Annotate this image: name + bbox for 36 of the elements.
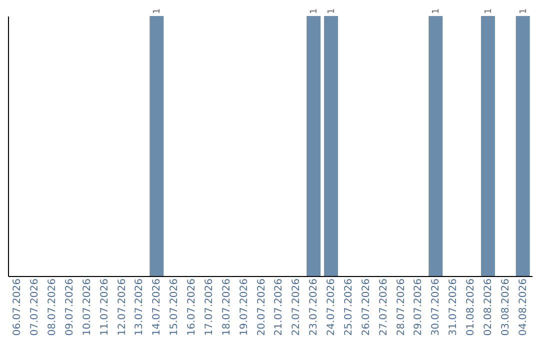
- x-tick-label: 06.07.2026: [12, 278, 24, 336]
- x-tick-label: 04.08.2026: [518, 278, 529, 336]
- x-tick-label: 27.07.2026: [378, 278, 390, 336]
- x-tick-label: 01.08.2026: [466, 278, 477, 336]
- x-tick-label: 29.07.2026: [413, 278, 424, 336]
- x-tick-label: 07.07.2026: [30, 278, 41, 336]
- x-tick-label: 31.07.2026: [448, 278, 460, 336]
- x-tick-label: 15.07.2026: [169, 278, 180, 336]
- x-tick-label: 02.08.2026: [482, 278, 494, 336]
- data-label: 1: [432, 8, 442, 14]
- x-tick-label: 14.07.2026: [152, 278, 163, 336]
- data-label: 1: [518, 8, 529, 14]
- x-tick-label: 03.08.2026: [500, 278, 512, 336]
- x-tick-label: 26.07.2026: [360, 278, 372, 336]
- x-tick-label: 28.07.2026: [396, 278, 407, 336]
- x-tick-label: 23.07.2026: [308, 278, 320, 336]
- x-tick-label: 17.07.2026: [204, 278, 215, 336]
- x-tick-label: 19.07.2026: [238, 278, 250, 336]
- x-tick-label: 11.07.2026: [99, 278, 110, 336]
- x-tick-label: 22.07.2026: [291, 278, 302, 336]
- x-tick-label: 13.07.2026: [134, 278, 146, 336]
- data-label: 1: [152, 8, 163, 14]
- x-tick-label: 30.07.2026: [430, 278, 442, 336]
- x-tick-label: 10.07.2026: [82, 278, 93, 336]
- x-tick-label: 16.07.2026: [186, 278, 198, 336]
- data-label: 1: [484, 8, 494, 14]
- data-label: 1: [327, 8, 338, 14]
- x-tick-label: 12.07.2026: [116, 278, 128, 336]
- x-tick-label: 25.07.2026: [343, 278, 354, 336]
- x-tick-label: 09.07.2026: [64, 278, 76, 336]
- data-label: 1: [310, 8, 320, 14]
- x-tick-label: 24.07.2026: [326, 278, 338, 336]
- x-tick-label: 21.07.2026: [274, 278, 285, 336]
- x-tick-label: 20.07.2026: [256, 278, 268, 336]
- x-tick-label: 18.07.2026: [221, 278, 232, 336]
- x-tick-label: 08.07.2026: [47, 278, 58, 336]
